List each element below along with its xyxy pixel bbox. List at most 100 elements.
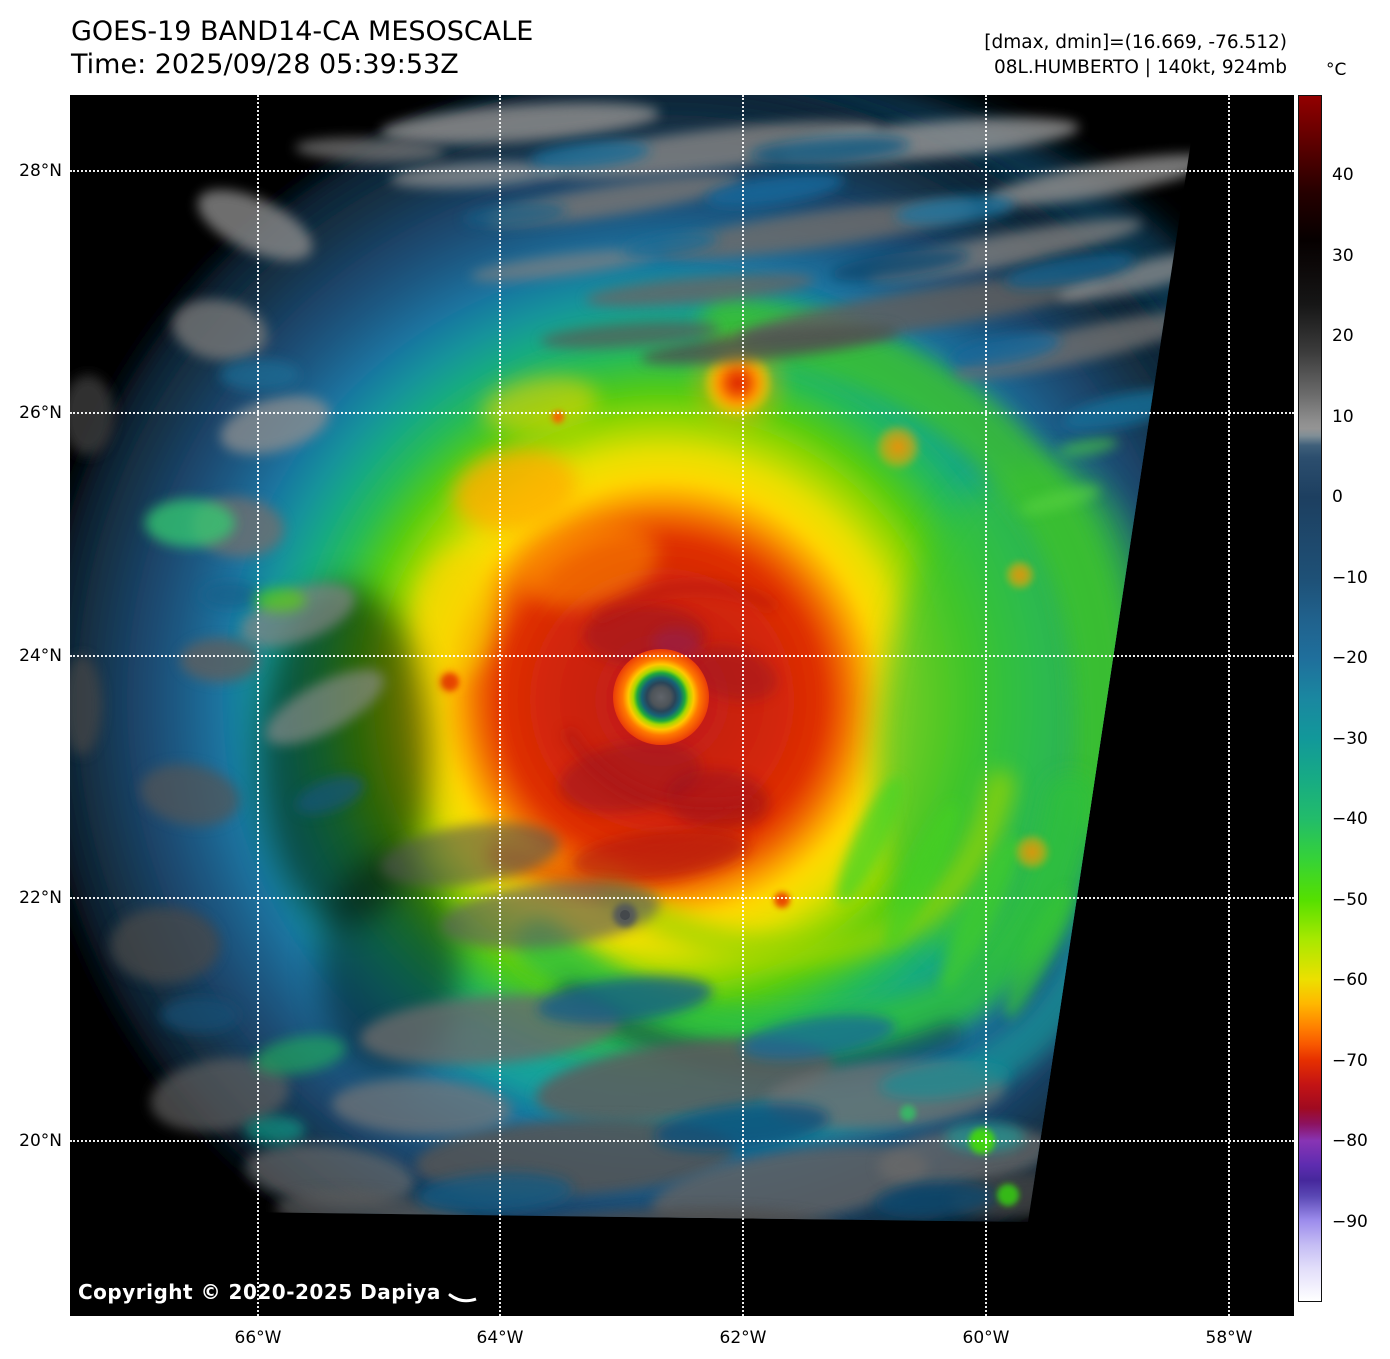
lat-label: 28°N: [19, 161, 62, 181]
header-right: [dmax, dmin]=(16.669, -76.512) 08L.HUMBE…: [984, 30, 1287, 80]
cold-top-spot: [702, 347, 774, 419]
cloud-shape: [441, 673, 459, 691]
cloud-shape: [150, 1058, 290, 1132]
gridline-lat: [70, 1140, 1294, 1142]
colorbar-unit: °C: [1326, 60, 1347, 80]
cloud-shape: [563, 728, 757, 816]
lat-label: 26°N: [19, 403, 62, 423]
dmax-dmin-stats: [dmax, dmin]=(16.669, -76.512): [984, 32, 1287, 53]
cloud-shape: [254, 1035, 346, 1075]
colorbar-tick-label: 10: [1332, 406, 1354, 427]
colorbar-tick-label: −40: [1332, 809, 1368, 830]
cloud-shape: [837, 776, 903, 904]
gridline-lat: [70, 412, 1294, 414]
cloud-shape: [622, 232, 718, 258]
lat-label: 24°N: [19, 646, 62, 666]
cloud-shape: [254, 588, 306, 612]
colorbar-tick-label: −60: [1332, 970, 1368, 991]
cloud-shape: [245, 1143, 415, 1207]
cloud-shape: [197, 189, 313, 261]
cloud-shape: [640, 325, 900, 365]
cloud-shape: [180, 638, 260, 682]
cloud-shape: [705, 173, 845, 207]
cloud-shape: [240, 583, 356, 647]
lon-label: 66°W: [234, 1328, 282, 1348]
cloud-shape: [1019, 486, 1101, 514]
satellite-image: [70, 95, 1198, 1303]
cloud-shape: [245, 1116, 305, 1144]
cloud-shape: [585, 273, 815, 307]
cloud-shape: [651, 1145, 929, 1222]
gridline-lon: [1228, 95, 1230, 1316]
cloud-shape: [200, 581, 260, 609]
cloud-shape: [750, 135, 910, 165]
cloud-shape: [70, 1228, 140, 1272]
cloud-shape: [895, 195, 1015, 225]
page-title: GOES-19 BAND14-CA MESOSCALE: [71, 16, 534, 47]
gridline-lon: [742, 95, 744, 1316]
colorbar-tick-label: −70: [1332, 1050, 1368, 1071]
cloud-shape: [380, 102, 660, 144]
cloud-shape: [110, 907, 220, 983]
lon-label: 62°W: [719, 1328, 767, 1348]
cloud-shape: [595, 770, 1015, 967]
colorbar: [1298, 95, 1322, 1302]
lon-label: 64°W: [476, 1328, 524, 1348]
cloud-shape: [997, 1184, 1019, 1206]
storm-info: 08L.HUMBERTO | 140kt, 924mb: [993, 57, 1287, 78]
cloud-shape: [470, 249, 660, 281]
colorbar-tick-label: 30: [1332, 245, 1354, 266]
cloud-shape: [656, 201, 974, 259]
cloud-shape: [537, 976, 713, 1024]
cloud-shape: [594, 581, 776, 621]
cloud-shape: [295, 137, 445, 163]
cloud-shape: [1005, 887, 1071, 1019]
cloud-shape: [295, 775, 365, 815]
cloud-shape: [482, 376, 598, 434]
copyright-text: Copyright © 2020-2025 Dapiya: [78, 1280, 441, 1304]
cloud-shape: [540, 321, 720, 349]
cloud-shape: [260, 585, 430, 925]
cloud-shape: [536, 1038, 834, 1122]
gridline-lat: [70, 170, 1294, 172]
cloud-shape: [220, 359, 300, 391]
cloud-shape: [265, 669, 385, 745]
colorbar-tick-label: −50: [1332, 889, 1368, 910]
cloud-shape: [885, 802, 959, 948]
coastline-mark: [448, 1293, 477, 1303]
colorbar-tick-label: 0: [1332, 487, 1343, 508]
cloud-shape: [453, 449, 577, 531]
gridline-lat: [70, 655, 1294, 657]
cloud-shape: [949, 333, 1061, 367]
cloud-shape: [830, 249, 970, 281]
cloud-shape: [415, 553, 495, 677]
title-block: GOES-19 BAND14-CA MESOSCALE Time: 2025/0…: [71, 15, 533, 81]
cloud-shape: [70, 655, 102, 755]
cloud-shape: [70, 375, 114, 455]
lon-label: 60°W: [962, 1328, 1010, 1348]
gridline-lon: [257, 95, 259, 1316]
colorbar-tick-label: −20: [1332, 648, 1368, 669]
cloud-shape: [521, 522, 659, 608]
satellite-map: Copyright © 2020-2025 Dapiya: [70, 95, 1294, 1316]
hurricane-eye: [613, 649, 709, 745]
cloud-shape: [390, 162, 560, 188]
timestamp: Time: 2025/09/28 05:39:53Z: [71, 49, 459, 80]
colorbar-tick-label: −30: [1332, 728, 1368, 749]
cloud-shape: [220, 396, 330, 454]
cloud-shape: [530, 141, 650, 169]
cloud-shape: [874, 423, 922, 471]
cloud-shape: [380, 822, 560, 888]
cloud-shape: [572, 829, 748, 881]
lon-label: 58°W: [1205, 1328, 1253, 1348]
gridline-lat: [70, 897, 1294, 899]
cloud-shape: [541, 121, 879, 179]
cloud-shape: [774, 892, 790, 908]
lat-label: 22°N: [19, 888, 62, 908]
cloud-shape: [160, 997, 240, 1033]
cloud-shape: [1004, 252, 1136, 288]
cloud-shape: [463, 203, 567, 227]
cloud-shape: [172, 299, 268, 361]
gridline-lon: [985, 95, 987, 1316]
